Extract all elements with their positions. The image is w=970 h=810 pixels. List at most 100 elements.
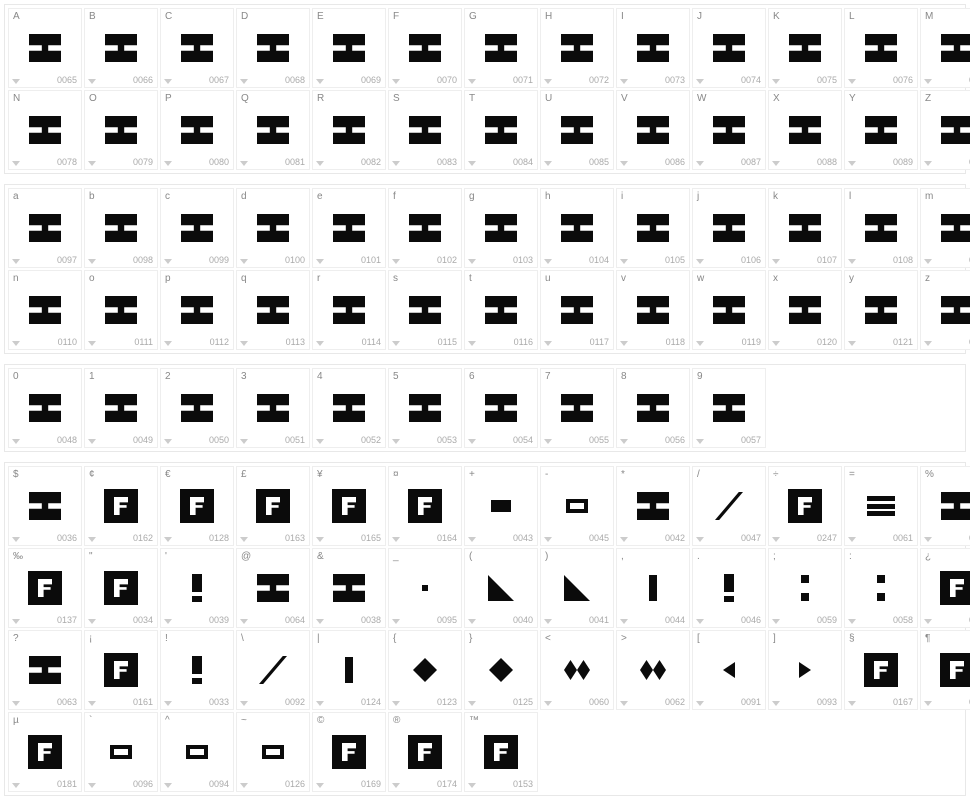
dropdown-arrow-icon[interactable] <box>316 783 324 788</box>
dropdown-arrow-icon[interactable] <box>468 701 476 706</box>
glyph-cell[interactable]: p0112 <box>160 270 234 350</box>
dropdown-arrow-icon[interactable] <box>12 161 20 166</box>
glyph-cell[interactable]: 00048 <box>8 368 82 448</box>
dropdown-arrow-icon[interactable] <box>468 161 476 166</box>
dropdown-arrow-icon[interactable] <box>316 341 324 346</box>
dropdown-arrow-icon[interactable] <box>620 161 628 166</box>
glyph-cell[interactable]: %0037 <box>920 466 970 546</box>
dropdown-arrow-icon[interactable] <box>392 79 400 84</box>
dropdown-arrow-icon[interactable] <box>620 259 628 264</box>
dropdown-arrow-icon[interactable] <box>392 537 400 542</box>
glyph-cell[interactable]: `0096 <box>84 712 158 792</box>
glyph-cell[interactable]: 10049 <box>84 368 158 448</box>
dropdown-arrow-icon[interactable] <box>924 161 932 166</box>
glyph-cell[interactable]: T0084 <box>464 90 538 170</box>
dropdown-arrow-icon[interactable] <box>544 259 552 264</box>
dropdown-arrow-icon[interactable] <box>88 439 96 444</box>
glyph-cell[interactable]: }0125 <box>464 630 538 710</box>
glyph-cell[interactable]: O0079 <box>84 90 158 170</box>
dropdown-arrow-icon[interactable] <box>316 701 324 706</box>
dropdown-arrow-icon[interactable] <box>772 537 780 542</box>
glyph-cell[interactable]: d0100 <box>236 188 310 268</box>
dropdown-arrow-icon[interactable] <box>240 619 248 624</box>
glyph-cell[interactable]: 80056 <box>616 368 690 448</box>
glyph-cell[interactable]: §0167 <box>844 630 918 710</box>
dropdown-arrow-icon[interactable] <box>240 537 248 542</box>
glyph-cell[interactable]: r0114 <box>312 270 386 350</box>
dropdown-arrow-icon[interactable] <box>544 439 552 444</box>
glyph-cell[interactable]: X0088 <box>768 90 842 170</box>
glyph-cell[interactable]: ,0044 <box>616 548 690 628</box>
dropdown-arrow-icon[interactable] <box>696 341 704 346</box>
glyph-cell[interactable]: 60054 <box>464 368 538 448</box>
glyph-cell[interactable]: h0104 <box>540 188 614 268</box>
dropdown-arrow-icon[interactable] <box>316 259 324 264</box>
glyph-cell[interactable]: y0121 <box>844 270 918 350</box>
glyph-cell[interactable]: $0036 <box>8 466 82 546</box>
glyph-cell[interactable]: j0106 <box>692 188 766 268</box>
dropdown-arrow-icon[interactable] <box>544 619 552 624</box>
dropdown-arrow-icon[interactable] <box>240 341 248 346</box>
dropdown-arrow-icon[interactable] <box>12 341 20 346</box>
glyph-cell[interactable]: q0113 <box>236 270 310 350</box>
glyph-cell[interactable]: +0043 <box>464 466 538 546</box>
glyph-cell[interactable]: |0124 <box>312 630 386 710</box>
glyph-cell[interactable]: L0076 <box>844 8 918 88</box>
glyph-cell[interactable]: )0041 <box>540 548 614 628</box>
glyph-cell[interactable]: u0117 <box>540 270 614 350</box>
dropdown-arrow-icon[interactable] <box>316 439 324 444</box>
glyph-cell[interactable]: ¶0182 <box>920 630 970 710</box>
dropdown-arrow-icon[interactable] <box>696 537 704 542</box>
glyph-cell[interactable]: b0098 <box>84 188 158 268</box>
glyph-cell[interactable]: s0115 <box>388 270 462 350</box>
glyph-cell[interactable]: C0067 <box>160 8 234 88</box>
dropdown-arrow-icon[interactable] <box>468 79 476 84</box>
dropdown-arrow-icon[interactable] <box>164 259 172 264</box>
glyph-cell[interactable]: W0087 <box>692 90 766 170</box>
dropdown-arrow-icon[interactable] <box>316 79 324 84</box>
dropdown-arrow-icon[interactable] <box>848 79 856 84</box>
glyph-cell[interactable]: K0075 <box>768 8 842 88</box>
dropdown-arrow-icon[interactable] <box>88 79 96 84</box>
dropdown-arrow-icon[interactable] <box>620 619 628 624</box>
dropdown-arrow-icon[interactable] <box>392 783 400 788</box>
glyph-cell[interactable]: Y0089 <box>844 90 918 170</box>
dropdown-arrow-icon[interactable] <box>164 341 172 346</box>
glyph-cell[interactable]: >0062 <box>616 630 690 710</box>
glyph-cell[interactable]: g0103 <box>464 188 538 268</box>
dropdown-arrow-icon[interactable] <box>696 619 704 624</box>
glyph-cell[interactable]: R0082 <box>312 90 386 170</box>
dropdown-arrow-icon[interactable] <box>164 783 172 788</box>
dropdown-arrow-icon[interactable] <box>88 341 96 346</box>
glyph-cell[interactable]: o0111 <box>84 270 158 350</box>
glyph-cell[interactable]: z0122 <box>920 270 970 350</box>
dropdown-arrow-icon[interactable] <box>772 341 780 346</box>
glyph-cell[interactable]: V0086 <box>616 90 690 170</box>
dropdown-arrow-icon[interactable] <box>468 537 476 542</box>
dropdown-arrow-icon[interactable] <box>848 619 856 624</box>
dropdown-arrow-icon[interactable] <box>544 79 552 84</box>
dropdown-arrow-icon[interactable] <box>772 161 780 166</box>
dropdown-arrow-icon[interactable] <box>240 439 248 444</box>
dropdown-arrow-icon[interactable] <box>924 341 932 346</box>
dropdown-arrow-icon[interactable] <box>392 161 400 166</box>
glyph-cell[interactable]: c0099 <box>160 188 234 268</box>
dropdown-arrow-icon[interactable] <box>696 439 704 444</box>
dropdown-arrow-icon[interactable] <box>12 783 20 788</box>
dropdown-arrow-icon[interactable] <box>88 537 96 542</box>
glyph-cell[interactable]: .0046 <box>692 548 766 628</box>
dropdown-arrow-icon[interactable] <box>164 161 172 166</box>
dropdown-arrow-icon[interactable] <box>164 439 172 444</box>
glyph-cell[interactable]: !0033 <box>160 630 234 710</box>
glyph-cell[interactable]: =0061 <box>844 466 918 546</box>
dropdown-arrow-icon[interactable] <box>12 259 20 264</box>
dropdown-arrow-icon[interactable] <box>848 161 856 166</box>
dropdown-arrow-icon[interactable] <box>544 701 552 706</box>
glyph-cell[interactable]: ¤0164 <box>388 466 462 546</box>
dropdown-arrow-icon[interactable] <box>924 701 932 706</box>
glyph-cell[interactable]: t0116 <box>464 270 538 350</box>
dropdown-arrow-icon[interactable] <box>316 161 324 166</box>
dropdown-arrow-icon[interactable] <box>924 619 932 624</box>
glyph-cell[interactable]: ™0153 <box>464 712 538 792</box>
glyph-cell[interactable]: H0072 <box>540 8 614 88</box>
